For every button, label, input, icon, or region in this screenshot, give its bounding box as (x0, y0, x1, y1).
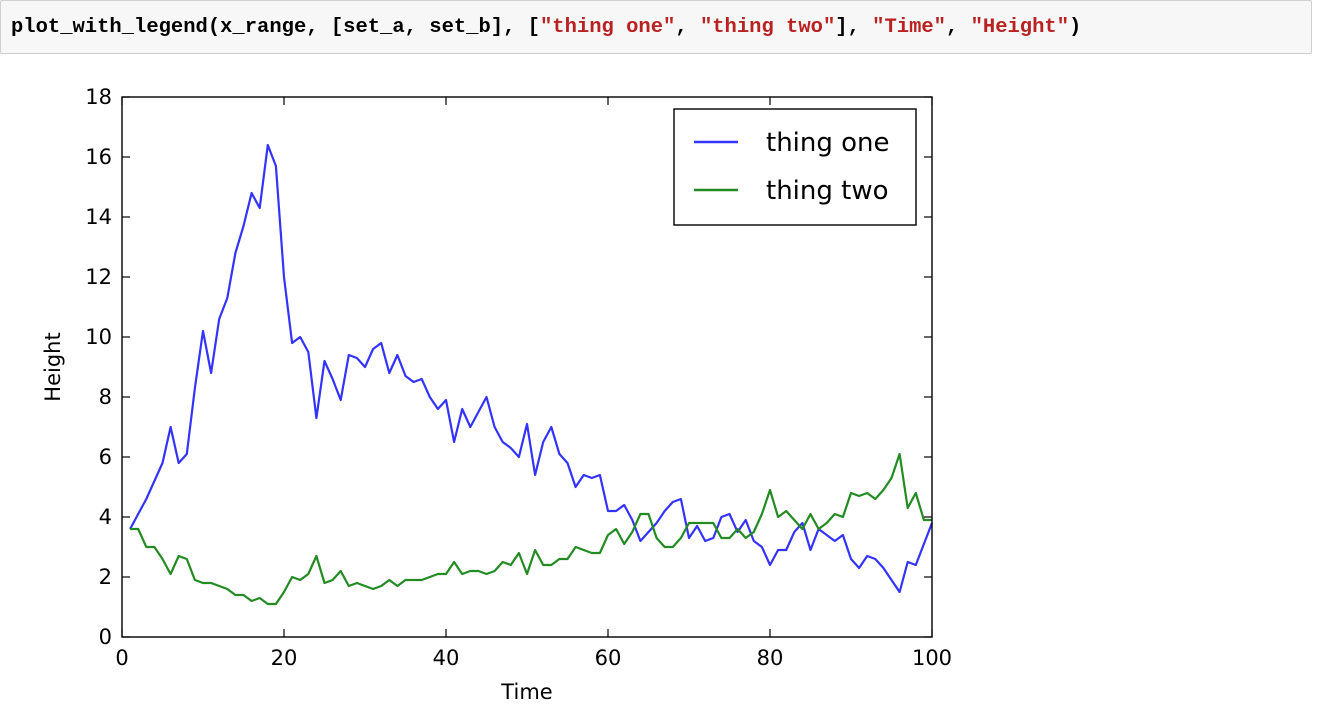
x-tick-label: 80 (757, 646, 784, 670)
code-token: , (945, 16, 971, 39)
line-chart: 0 20 40 60 80 100 0 2 4 6 8 10 12 14 16 18 Time Height… (41, 85, 952, 704)
y-tick-label: 18 (85, 85, 112, 109)
legend: thing one thing two (673, 108, 917, 226)
x-tick-label: 0 (115, 646, 128, 670)
code-token: ], (835, 16, 873, 39)
series-line-1 (129, 143, 934, 594)
y-tick-label: 12 (85, 265, 112, 289)
series-line-2 (130, 452, 932, 606)
legend-label: thing two (766, 176, 889, 206)
x-tick-label: 40 (433, 646, 460, 670)
y-axis: 0 2 4 6 8 10 12 14 16 18 (85, 85, 932, 649)
y-tick-label: 8 (99, 385, 112, 409)
code-token: , (675, 16, 700, 39)
y-tick-label: 10 (85, 325, 112, 349)
x-axis-label: Time (500, 680, 552, 704)
code-string-token: "thing two" (699, 16, 836, 39)
code-token: plot_with_legend(x_range, [set_a, set_b]… (11, 16, 540, 39)
x-tick-label: 60 (595, 646, 622, 670)
series-layer (129, 143, 934, 606)
plot-frame (121, 96, 933, 638)
code-string-token: "Time" (872, 16, 946, 39)
y-axis-label: Height (41, 332, 65, 401)
x-tick-label: 20 (271, 646, 298, 670)
code-string-token: "thing one" (540, 16, 676, 39)
code-cell[interactable]: plot_with_legend(x_range, [set_a, set_b]… (0, 0, 1312, 54)
x-tick-label: 100 (912, 646, 952, 670)
y-tick-label: 6 (99, 445, 112, 469)
y-tick-label: 2 (99, 565, 112, 589)
x-axis: 0 20 40 60 80 100 (115, 97, 952, 670)
y-tick-label: 4 (99, 505, 112, 529)
legend-label: thing one (766, 128, 890, 158)
legend-box (673, 108, 917, 226)
code-token: ) (1069, 16, 1082, 39)
y-tick-label: 0 (99, 625, 112, 649)
code-string-token: "Height" (970, 16, 1070, 39)
y-tick-label: 16 (85, 145, 112, 169)
y-tick-label: 14 (85, 205, 112, 229)
code-line: plot_with_legend(x_range, [set_a, set_b]… (11, 15, 1081, 41)
